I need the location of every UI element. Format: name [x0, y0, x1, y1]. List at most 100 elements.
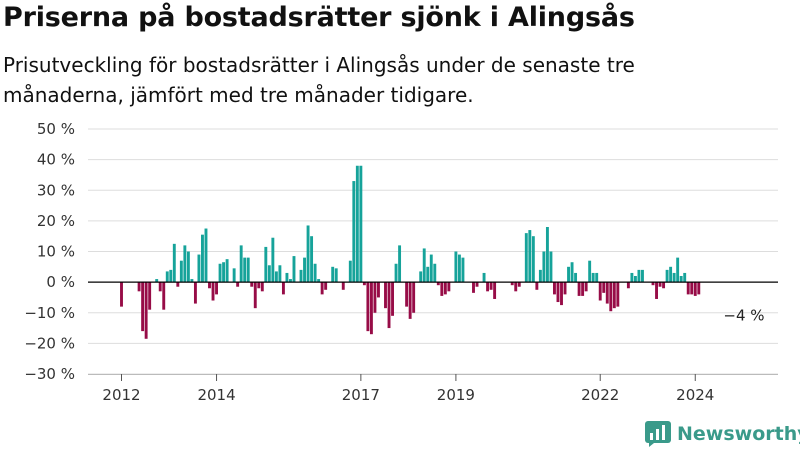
bar	[281, 282, 285, 295]
bar	[489, 282, 493, 290]
bar	[616, 282, 620, 307]
bar	[605, 282, 609, 304]
bar	[693, 282, 697, 296]
bar	[186, 251, 190, 283]
bar	[324, 282, 328, 290]
bar	[190, 279, 194, 283]
bar	[408, 282, 412, 319]
bar	[377, 282, 380, 298]
bar	[412, 282, 416, 313]
bar	[433, 263, 437, 283]
bar	[651, 282, 655, 286]
bar	[289, 279, 292, 283]
bar	[225, 259, 229, 283]
y-tick-label: 20 %	[37, 212, 75, 230]
tick-labels: 50 % 40 % 30 % 20 % 10 % 0 % −10 % −20 % −30 % 20…	[24, 120, 764, 404]
bar	[250, 282, 254, 287]
bar	[331, 266, 335, 283]
bar	[155, 279, 159, 283]
bar	[141, 282, 145, 332]
bar	[391, 282, 394, 316]
bar	[246, 257, 250, 283]
bar	[310, 236, 314, 283]
bar	[595, 272, 599, 283]
bar	[574, 272, 578, 283]
bar	[683, 272, 687, 283]
bar	[306, 225, 310, 283]
bar	[398, 245, 402, 283]
x-tick-label: 2022	[581, 386, 619, 404]
bar	[443, 282, 447, 295]
bar	[633, 276, 637, 283]
y-tick-label: 0 %	[46, 273, 75, 291]
bar	[158, 282, 162, 292]
bar	[626, 282, 630, 289]
bar	[598, 282, 602, 301]
y-tick-label: 30 %	[37, 181, 75, 199]
bar	[524, 233, 528, 283]
bar	[257, 282, 261, 289]
bar	[362, 282, 366, 286]
bar	[581, 282, 585, 296]
bar	[545, 227, 549, 283]
bar	[208, 282, 211, 289]
bar	[341, 282, 345, 290]
bar	[475, 282, 479, 287]
bar	[148, 282, 152, 310]
bar	[486, 282, 490, 292]
bar	[387, 282, 391, 329]
bar	[211, 282, 215, 301]
bar	[665, 269, 669, 283]
bars	[120, 165, 701, 339]
bar	[588, 260, 592, 283]
x-tick-label: 2019	[437, 386, 475, 404]
bar	[197, 254, 201, 283]
bar	[609, 282, 613, 312]
bar	[355, 165, 359, 283]
bar	[567, 266, 570, 283]
brand-logo: Newsworthy	[645, 419, 800, 449]
bar	[454, 251, 458, 283]
bar	[538, 269, 542, 283]
bar	[542, 251, 546, 283]
bar	[201, 234, 204, 283]
bar	[172, 243, 176, 283]
bar	[436, 282, 440, 286]
bar	[317, 279, 321, 283]
bar	[669, 266, 673, 283]
bar	[637, 269, 641, 283]
bar	[165, 271, 169, 283]
bar	[591, 272, 595, 283]
bar	[271, 237, 275, 283]
bar	[303, 257, 306, 283]
bar	[630, 272, 634, 283]
bar	[482, 272, 486, 283]
x-tick-label: 2014	[197, 386, 235, 404]
bar	[352, 181, 356, 283]
bar	[514, 282, 518, 292]
newsworthy-logo-icon	[645, 421, 671, 447]
bar	[662, 282, 666, 289]
bar	[299, 269, 303, 283]
bar	[292, 256, 296, 283]
bar	[260, 282, 264, 292]
bar	[243, 257, 247, 283]
bar	[422, 248, 426, 283]
bar	[320, 282, 324, 295]
bar	[697, 282, 701, 295]
bar	[359, 165, 363, 283]
bar	[679, 276, 683, 283]
last-value-annotation: −4 %	[723, 306, 764, 324]
bar	[366, 282, 370, 332]
bar	[472, 282, 475, 293]
bar	[264, 246, 268, 283]
bar	[215, 282, 218, 295]
grid-lines	[88, 128, 778, 375]
bar	[457, 254, 461, 283]
bar	[369, 282, 373, 335]
bar	[204, 228, 208, 283]
bar	[334, 268, 338, 283]
bar	[218, 263, 222, 283]
chart-subtitle: Prisutveckling för bostadsrätter i Aling…	[3, 53, 635, 107]
bar	[517, 282, 521, 287]
